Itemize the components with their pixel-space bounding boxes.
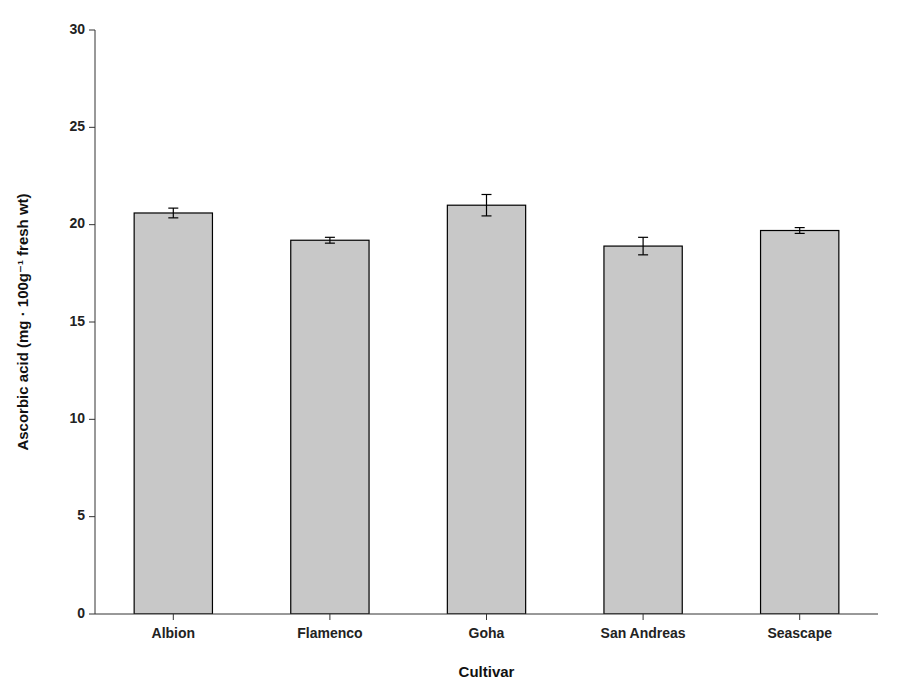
- x-tick-label: San Andreas: [601, 625, 686, 641]
- x-tick: [173, 614, 174, 620]
- y-tick: [89, 516, 95, 517]
- bars: [134, 194, 839, 614]
- bar: [291, 240, 369, 614]
- y-tick: [89, 127, 95, 128]
- bar: [447, 205, 525, 614]
- plot-area: 0 5 10 15 20 25 30: [69, 21, 95, 621]
- y-tick-label: 30: [69, 21, 85, 37]
- y-tick: [89, 419, 95, 420]
- y-axis: [95, 30, 96, 614]
- error-bar: [168, 208, 178, 218]
- x-tick-label: Goha: [469, 625, 505, 641]
- y-tick: [89, 30, 95, 31]
- chart: 0 5 10 15 20 25 30 Albion Flamenco Goha San Andrea…: [0, 0, 903, 699]
- bar: [604, 246, 682, 614]
- y-tick: [89, 224, 95, 225]
- chart-container: 0 5 10 15 20 25 30 Albion Flamenco Goha San Andrea…: [0, 0, 903, 699]
- error-bar: [325, 237, 335, 243]
- y-tick-label: 20: [69, 215, 85, 231]
- x-tick: [799, 614, 800, 620]
- y-tick-label: 5: [77, 507, 85, 523]
- y-tick: [89, 614, 95, 615]
- x-tick: [643, 614, 644, 620]
- bar: [134, 213, 212, 614]
- error-bar: [482, 194, 492, 215]
- y-tick-label: 0: [77, 605, 85, 621]
- x-tick-label: Flamenco: [297, 625, 362, 641]
- x-tick-label: Seascape: [767, 625, 832, 641]
- y-tick-label: 25: [69, 118, 85, 134]
- error-bar: [638, 237, 648, 255]
- x-tick: [329, 614, 330, 620]
- y-tick-label: 15: [69, 313, 85, 329]
- bar: [761, 231, 839, 614]
- x-tick-label: Albion: [152, 625, 196, 641]
- error-bar: [795, 228, 805, 234]
- x-axis-label: Cultivar: [459, 663, 515, 680]
- y-axis-label: Ascorbic acid (mg · 100g⁻¹ fresh wt): [14, 193, 31, 450]
- y-tick-label: 10: [69, 410, 85, 426]
- x-tick: [486, 614, 487, 620]
- y-tick: [89, 322, 95, 323]
